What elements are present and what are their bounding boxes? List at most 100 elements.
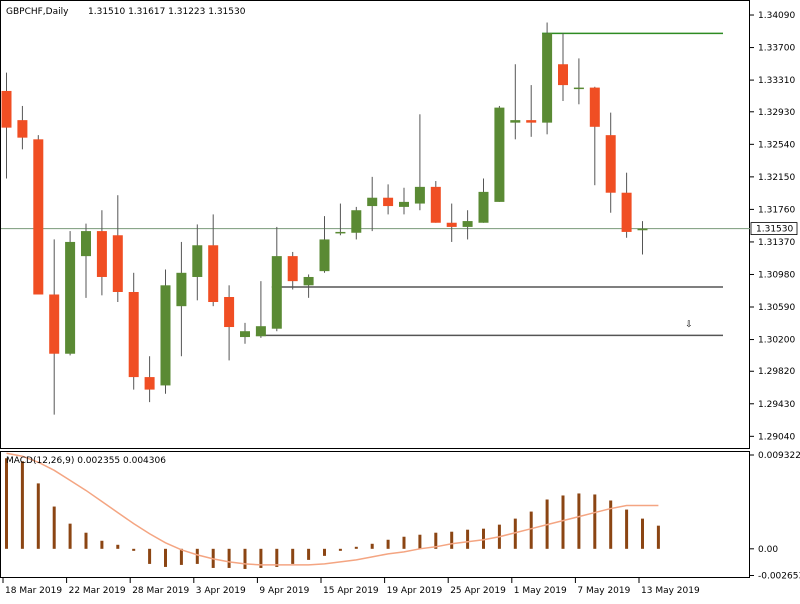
price-tick-label: 1.29820 [758,367,795,377]
candle-bear [224,296,235,328]
candle-bear [383,197,394,207]
time-axis: 18 Mar 2019 22 Mar 2019 28 Mar 2019 3 Apr 2… [2,578,700,596]
candle-bear [112,235,123,292]
price-tick-label: 1.29040 [758,432,795,442]
macd-tick-label: 0.00 [758,545,778,555]
macd-signal-line [6,452,659,566]
macd-histogram-bar [307,548,311,560]
candle-bull [240,331,250,338]
time-tick-label: 13 May 2019 [641,586,700,596]
macd-histogram-bar [259,548,263,568]
time-tick-label: 22 Mar 2019 [69,586,126,596]
macd-histogram-bar [402,536,406,549]
candle-bull [319,239,330,272]
candle-bull [81,231,91,257]
current-price-tag [750,222,798,235]
macd-plot [5,452,660,569]
candle-bear [558,64,568,86]
macd-histogram-bar [641,518,644,549]
macd-histogram-bar [513,518,517,549]
candle-bear [430,186,441,223]
symbol-label: GBPCHF,Daily [6,7,69,17]
candle-bear [605,135,616,193]
candle-bull [510,120,521,123]
time-tick-label: 25 Apr 2019 [450,586,506,596]
candle-bear [49,294,60,354]
price-tick-label: 1.31760 [758,205,795,215]
candle-bear [128,291,139,378]
time-tick-label: 18 Mar 2019 [5,586,62,596]
candle-bull [351,210,362,233]
macd-histogram-bar [593,494,597,549]
macd-histogram-bar [68,523,72,549]
price-tick-label: 1.31370 [758,238,795,248]
macd-histogram-bar [450,531,454,549]
time-tick-label: 7 May 2019 [577,586,630,596]
macd-histogram-bar [243,548,247,569]
macd-histogram-bar [561,495,565,549]
macd-histogram-bar [466,529,470,549]
macd-histogram-bar [625,509,629,549]
candle-bull [367,197,378,207]
time-tick-label: 3 Apr 2019 [196,586,246,596]
price-plot [1,22,750,415]
candle-bull [65,241,76,354]
candle-bull [478,191,489,223]
candle-bear [144,377,155,390]
macd-histogram-bar [84,532,88,549]
macd-histogram-bar [116,544,120,549]
candle-bull [637,228,648,231]
macd-indicator-label: MACD(12,26,9) 0.002355 0.004306 [6,456,166,466]
macd-histogram-bar [323,548,326,556]
price-tick-label: 1.30590 [758,303,795,313]
macd-histogram-bar [5,458,8,549]
candle-bull [160,285,171,386]
price-tick-label: 1.33310 [758,76,795,86]
macd-histogram-bar [434,532,438,549]
candle-bull [462,221,473,227]
macd-histogram-bar [36,483,40,549]
macd-histogram-bar [370,543,374,549]
candle-bull [335,231,346,234]
candle-bear [589,87,600,127]
macd-histogram-bar [164,548,167,567]
price-tick-label: 1.30980 [758,270,795,280]
candle-bull [542,33,553,123]
candle-bear [446,222,457,227]
macd-histogram-bar [529,511,533,549]
macd-histogram-bar [338,548,342,551]
macd-histogram-bar [132,548,136,551]
price-tick-label: 1.33700 [758,44,795,54]
time-tick-label: 28 Mar 2019 [132,586,189,596]
macd-histogram-bar [656,525,660,549]
candle-bull [255,326,266,337]
macd-panel-frame [0,451,750,578]
macd-histogram-bar [418,534,422,549]
candle-bear [208,245,219,303]
candle-bull [573,87,584,90]
macd-histogram-bar [179,548,183,565]
candle-bear [1,90,12,128]
macd-histogram-bar [609,500,613,549]
candle-bull [176,272,187,307]
macd-histogram-bar [227,548,231,568]
price-tick-label: 1.32150 [758,173,795,183]
down-arrow-icon: ⇩ [685,320,693,330]
candle-bear [287,256,298,282]
candle-bear [33,139,44,295]
macd-histogram-bar [275,548,279,567]
candle-bear [17,120,28,138]
price-tick-label: 1.34090 [758,11,795,21]
macd-histogram-bar [354,546,358,549]
candle-bull [494,107,505,202]
macd-tick-label: -0.002653 [758,572,800,582]
main-chart-frame [0,0,750,449]
time-tick-label: 1 May 2019 [514,586,567,596]
macd-histogram-bar [386,539,390,549]
price-tick-label: 1.30200 [758,336,795,346]
macd-histogram-bar [148,548,152,564]
candle-bear [526,120,537,123]
candle-bear [96,231,107,277]
